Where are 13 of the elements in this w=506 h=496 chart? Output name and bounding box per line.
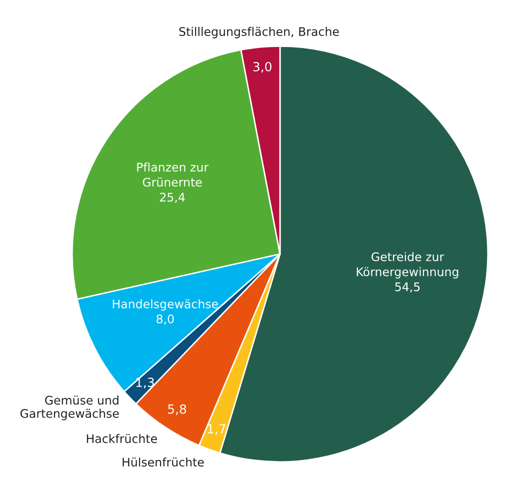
slice-label: Handelsgewächse <box>112 299 218 311</box>
data-label: 1,7 <box>208 424 226 435</box>
slice-label: Hülsenfrüchte <box>122 457 204 467</box>
data-label: 8,0 <box>156 314 174 325</box>
data-label: 25,4 <box>160 192 185 203</box>
data-label: 3,0 <box>253 62 272 73</box>
data-label: 5,8 <box>168 404 186 416</box>
slice-label: Pflanzen zur Grünernte <box>137 162 209 187</box>
slice-label: Hackfrüchte <box>86 434 157 444</box>
slice-label: Gemüse und Gartengewächse <box>20 396 119 420</box>
slice-label: Stilllegungsflächen, Brache <box>179 26 339 38</box>
slice-label: Getreide zur Körnergewinnung <box>356 252 458 279</box>
data-label: 54,5 <box>395 282 420 292</box>
